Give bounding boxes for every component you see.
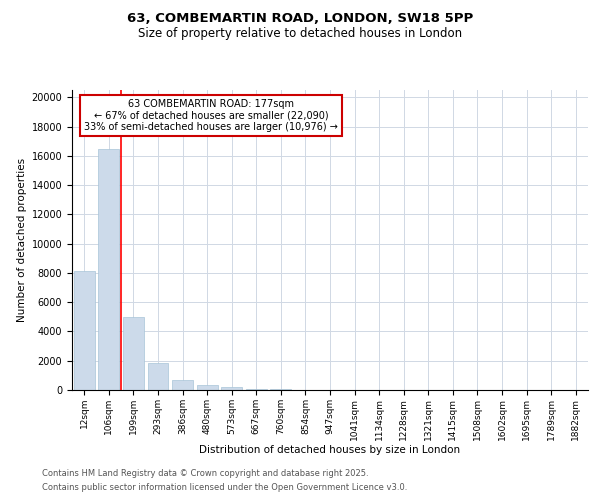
Bar [197,385,218,390]
Text: 63 COMBEMARTIN ROAD: 177sqm
← 67% of detached houses are smaller (22,090)
33% of: 63 COMBEMARTIN ROAD: 177sqm ← 67% of det… [85,99,338,132]
Bar [148,363,169,390]
X-axis label: Distribution of detached houses by size in London: Distribution of detached houses by size … [199,446,461,456]
Bar [74,272,95,390]
Bar [98,148,119,390]
Bar [172,380,193,390]
Text: Size of property relative to detached houses in London: Size of property relative to detached ho… [138,28,462,40]
Bar [123,317,144,390]
Bar [246,388,267,390]
Y-axis label: Number of detached properties: Number of detached properties [17,158,28,322]
Text: 63, COMBEMARTIN ROAD, LONDON, SW18 5PP: 63, COMBEMARTIN ROAD, LONDON, SW18 5PP [127,12,473,26]
Text: Contains public sector information licensed under the Open Government Licence v3: Contains public sector information licen… [42,484,407,492]
Bar [221,387,242,390]
Text: Contains HM Land Registry data © Crown copyright and database right 2025.: Contains HM Land Registry data © Crown c… [42,468,368,477]
